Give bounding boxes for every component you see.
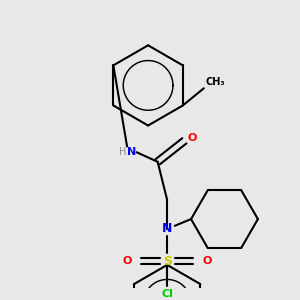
Text: H: H [119, 147, 127, 157]
Text: N: N [127, 147, 136, 157]
Text: O: O [202, 256, 212, 266]
Text: CH₃: CH₃ [206, 77, 225, 87]
Text: O: O [187, 133, 196, 143]
Text: O: O [122, 256, 132, 266]
Text: Cl: Cl [161, 289, 173, 299]
Text: S: S [163, 255, 172, 268]
Text: N: N [162, 222, 172, 235]
